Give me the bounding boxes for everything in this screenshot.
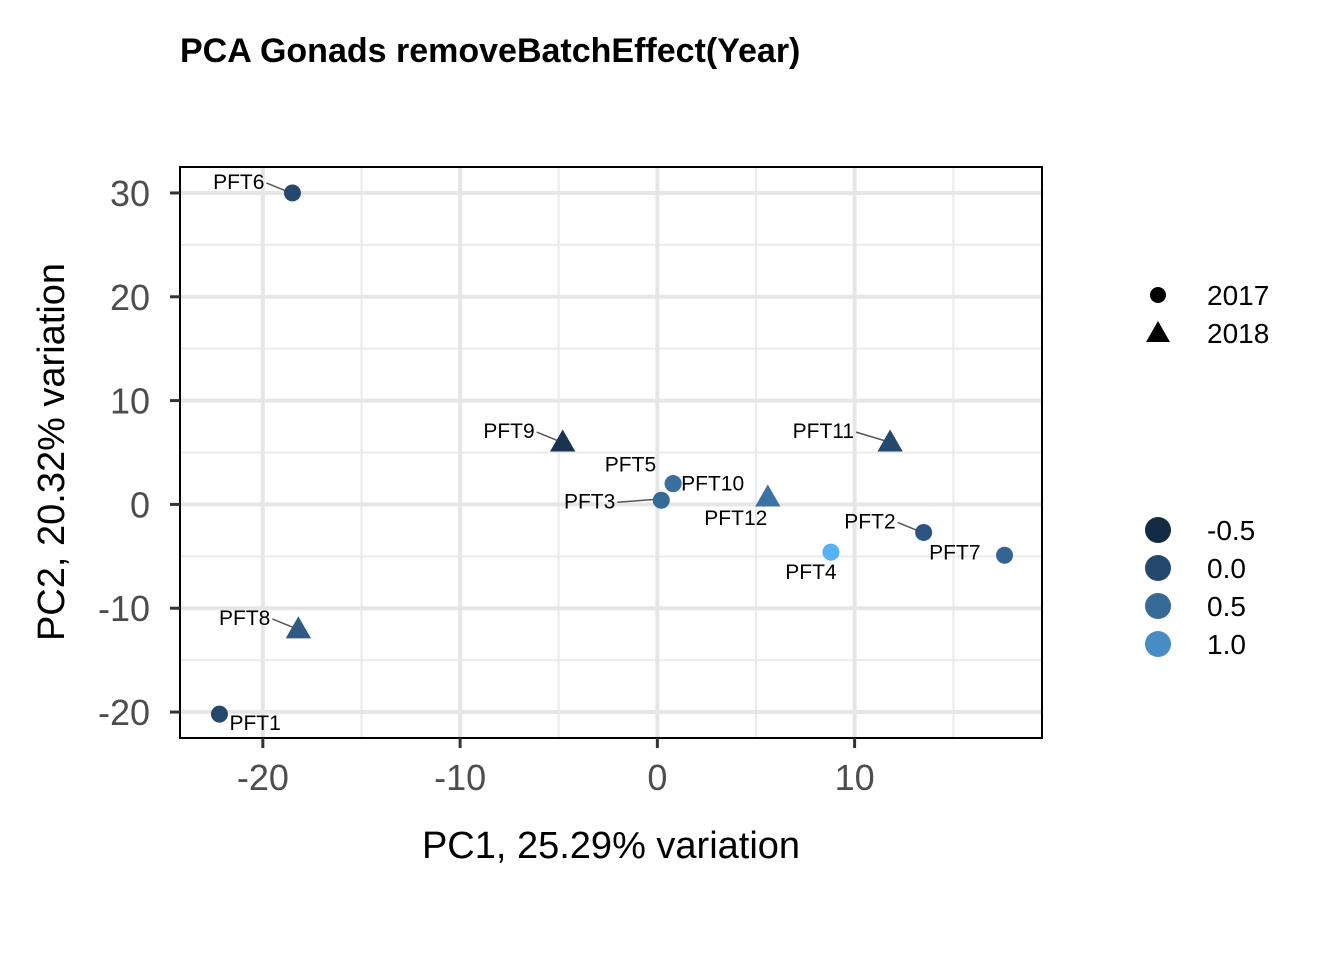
y-axis-title: PC2, 20.32% variation bbox=[31, 263, 73, 641]
grid-layer bbox=[180, 167, 1042, 738]
legend-label-2018: 2018 bbox=[1207, 318, 1269, 349]
point-label-pft12: PFT12 bbox=[704, 507, 767, 530]
x-tick-label: 10 bbox=[835, 757, 875, 798]
data-points bbox=[210, 184, 1014, 723]
x-axis-title: PC1, 25.29% variation bbox=[422, 825, 800, 867]
y-tick-label: 30 bbox=[110, 173, 150, 214]
point-pft3 bbox=[652, 491, 670, 509]
y-tick-label: -20 bbox=[98, 692, 150, 733]
color-legend-label: 0.0 bbox=[1207, 553, 1246, 584]
point-label-pft11: PFT11 bbox=[793, 420, 854, 443]
label-leader-line bbox=[272, 618, 295, 629]
legend-label-2017: 2017 bbox=[1207, 280, 1269, 311]
color-legend-key bbox=[1145, 555, 1171, 581]
point-label-pft5: PFT5 bbox=[605, 454, 656, 477]
point-pft2 bbox=[915, 523, 933, 541]
legend-key-2018 bbox=[1146, 321, 1170, 342]
point-label-pft6: PFT6 bbox=[213, 171, 264, 194]
legend-key-2017 bbox=[1150, 287, 1166, 303]
label-leader-line bbox=[536, 431, 559, 442]
point-labels: PFT6 PFT1 PFT8 PFT9 PFT5 PFT10 PFT3 PFT12 PFT11 P… bbox=[213, 171, 980, 735]
label-leader-line bbox=[855, 431, 887, 442]
point-pft7 bbox=[996, 546, 1014, 564]
color-legend-label: 1.0 bbox=[1207, 629, 1246, 660]
y-tick-label: 10 bbox=[110, 381, 150, 422]
point-label-pft1: PFT1 bbox=[229, 712, 280, 735]
color-legend-key bbox=[1145, 631, 1171, 657]
point-pft6 bbox=[283, 184, 301, 202]
y-tick-label: 0 bbox=[130, 484, 150, 525]
color-legend: -0.5 0.0 0.5 1.0 bbox=[1145, 515, 1255, 660]
point-pft4 bbox=[822, 543, 840, 561]
label-leader-line bbox=[617, 498, 658, 504]
point-label-pft7: PFT7 bbox=[929, 541, 980, 564]
point-label-pft3: PFT3 bbox=[564, 490, 615, 513]
y-tick-label: -10 bbox=[98, 588, 150, 629]
color-legend-label: 0.5 bbox=[1207, 591, 1246, 622]
point-label-pft4: PFT4 bbox=[785, 561, 837, 584]
point-label-pft9: PFT9 bbox=[483, 420, 534, 443]
y-tick-label: 20 bbox=[110, 277, 150, 318]
chart-title: PCA Gonads removeBatchEffect(Year) bbox=[180, 32, 800, 70]
color-legend-key bbox=[1145, 517, 1171, 543]
x-tick-label: 0 bbox=[647, 757, 667, 798]
point-label-pft2: PFT2 bbox=[844, 510, 895, 533]
color-legend-label: -0.5 bbox=[1207, 515, 1255, 546]
x-tick-label: -10 bbox=[434, 757, 486, 798]
point-label-pft8: PFT8 bbox=[219, 607, 270, 630]
color-legend-key bbox=[1145, 593, 1171, 619]
point-pft11 bbox=[877, 429, 903, 452]
point-pft8 bbox=[285, 616, 312, 639]
plot-frame bbox=[179, 166, 1043, 739]
x-tick-label: -20 bbox=[237, 757, 289, 798]
point-pft10 bbox=[664, 475, 682, 493]
point-pft1 bbox=[210, 705, 228, 723]
shape-legend: 2017 2018 bbox=[1146, 280, 1269, 349]
axis-ticks: -20 -10 0 10 -20 -10 0 10 20 30 bbox=[98, 173, 875, 798]
point-pft9 bbox=[550, 429, 576, 452]
point-pft12 bbox=[755, 484, 781, 507]
point-label-pft10: PFT10 bbox=[681, 473, 744, 496]
